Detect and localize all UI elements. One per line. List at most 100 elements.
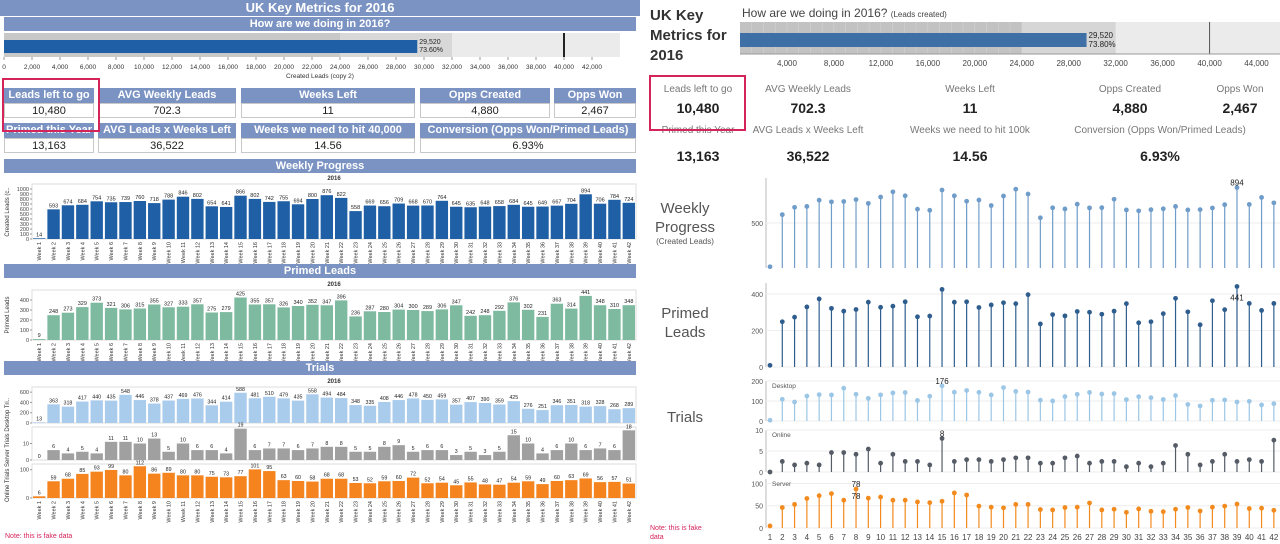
x-tick-label: Week 26 — [397, 501, 403, 523]
primed-dot — [890, 303, 896, 309]
bar-label: 6 — [555, 444, 558, 450]
server-dot — [1123, 509, 1129, 515]
x-tick-label: Week 37 — [555, 343, 561, 362]
bar-label: 18 — [626, 424, 632, 430]
primed-dot — [1037, 321, 1043, 327]
bar — [76, 307, 89, 340]
bar — [47, 209, 60, 239]
online-dot — [1259, 458, 1264, 464]
bar — [306, 304, 319, 340]
weekly-dot — [1222, 202, 1228, 208]
x-tick-label: Week 8 — [138, 242, 144, 261]
bar-label: 289 — [423, 305, 432, 311]
bar — [565, 480, 578, 498]
primed-dot — [1001, 300, 1006, 306]
kpi-value: 10,480 — [4, 103, 94, 118]
kpi-value: 14.56 — [241, 138, 415, 153]
bar — [507, 435, 520, 460]
server-dot — [902, 497, 908, 503]
bar-label: 242 — [466, 310, 475, 316]
bar — [363, 311, 377, 340]
weekly-dot — [890, 189, 896, 195]
server-dot — [816, 493, 822, 499]
bar — [90, 400, 103, 423]
bar-label: 417 — [78, 396, 87, 402]
x-tick-label: Week 37 — [555, 242, 561, 264]
bullet-tick-label: 38,000 — [526, 64, 546, 71]
kpi-value: 6.93% — [420, 138, 636, 153]
bar-label: 4 — [225, 447, 228, 453]
bar-label: 315 — [135, 303, 144, 309]
server-dot — [1160, 509, 1166, 515]
bar — [148, 473, 161, 498]
bar-label: 49 — [540, 478, 546, 484]
bar-label: 876 — [322, 189, 331, 195]
server-dot — [1001, 505, 1006, 511]
bar — [205, 206, 218, 239]
x-tick-label: Week 12 — [195, 343, 201, 362]
bar-label: 5 — [354, 446, 357, 452]
weekly-dot — [1025, 191, 1031, 197]
x-tick-label: Week 33 — [497, 343, 503, 362]
desktop-dot — [1099, 391, 1105, 397]
bar — [450, 455, 463, 460]
bar-label: 335 — [366, 400, 375, 406]
x-tick-label: Week 17 — [267, 501, 273, 523]
bar — [90, 201, 103, 239]
online-dot — [951, 458, 957, 464]
bar-label: 645 — [452, 201, 461, 207]
server-dot — [878, 494, 884, 500]
bar — [291, 400, 305, 423]
bar — [421, 399, 434, 423]
bar-label: 327 — [164, 301, 173, 307]
bar — [234, 297, 247, 340]
week-number-label: 31 — [1134, 533, 1143, 542]
online-dot — [1160, 460, 1166, 466]
bar-label: 407 — [466, 396, 475, 402]
bar — [306, 199, 319, 239]
bar — [406, 205, 420, 239]
right-note-line1: Note: this is fake — [650, 525, 702, 532]
bar — [392, 309, 405, 340]
y-tick-label: 600 — [20, 207, 29, 213]
right-title-line1: UK Key — [650, 7, 704, 24]
server-label: Server — [772, 481, 792, 488]
week-number-label: 40 — [1245, 533, 1254, 542]
bar — [363, 205, 377, 239]
server-dot — [792, 501, 797, 507]
week-number-label: 24 — [1048, 533, 1057, 542]
bar — [33, 238, 46, 239]
bar — [61, 453, 75, 460]
bar-label: 53 — [353, 477, 359, 483]
primed-dot — [976, 305, 982, 310]
server-dot — [767, 523, 773, 529]
primed-dot — [1013, 301, 1019, 307]
bar-label: 59 — [525, 475, 531, 481]
right-kpi-value: 14.56 — [952, 148, 988, 164]
right-subtitle: How are we doing in 2016? — [742, 6, 888, 20]
bar — [162, 199, 175, 239]
bar — [363, 451, 377, 460]
weekly-dot — [1185, 207, 1191, 213]
y-axis-title: Created Leads (c.. — [5, 187, 11, 237]
right-bullet-tick-label: 24,000 — [1010, 59, 1035, 68]
online-dot — [1099, 458, 1105, 464]
kpi-value: 702.3 — [98, 103, 236, 118]
x-tick-label: Week 25 — [382, 501, 388, 523]
primed-dot — [1099, 311, 1105, 317]
x-tick-label: Week 14 — [224, 343, 230, 362]
online-dot — [779, 458, 785, 464]
bar-label: 446 — [135, 394, 144, 400]
bar — [162, 307, 175, 340]
x-tick-label: Week 17 — [267, 242, 273, 264]
online-dot — [927, 462, 933, 468]
bar-label: 7 — [268, 442, 271, 448]
right-kpi-value: 10,480 — [676, 100, 720, 116]
bar — [478, 402, 492, 423]
bar — [421, 450, 434, 460]
bar-label: 48 — [482, 478, 488, 484]
bar — [176, 196, 190, 239]
weekly-dot — [1148, 207, 1154, 213]
bar-label: 718 — [150, 197, 159, 203]
server-dot — [1246, 506, 1252, 511]
